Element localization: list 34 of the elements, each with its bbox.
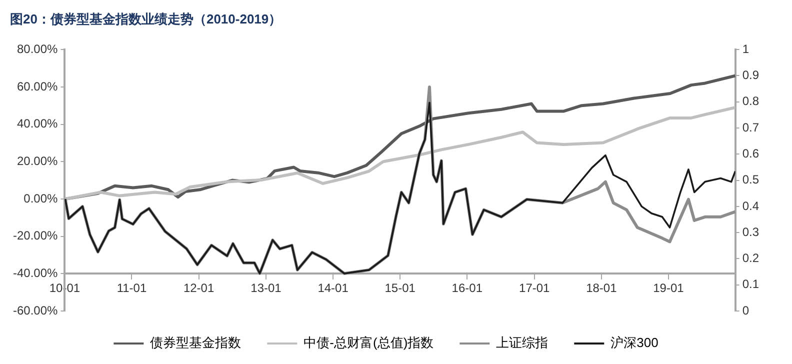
y2-tick-label: 0.8 (742, 94, 760, 108)
y2-tick-label: 0.3 (742, 224, 760, 239)
x-tick-label: 19-01 (653, 281, 684, 296)
legend-label: 上证综指 (496, 335, 548, 350)
y2-tick-label: 1 (742, 42, 750, 56)
y-tick-label: -40.00% (12, 266, 58, 280)
y2-tick-label: 0.1 (742, 277, 760, 292)
y-tick-label: 0.00% (24, 191, 58, 206)
y2-tick-label: 0.9 (742, 68, 760, 82)
y-tick-label: 80.00% (16, 42, 58, 56)
x-tick-label: 18-01 (586, 281, 618, 296)
x-tick-label: 10-01 (49, 281, 80, 296)
y-tick-label: -20.00% (12, 228, 58, 243)
legend-label: 债券型基金指数 (150, 335, 242, 350)
x-tick-label: 13-01 (250, 281, 282, 296)
x-tick-label: 15-01 (384, 281, 416, 296)
y-tick-label: 60.00% (16, 79, 58, 94)
x-tick-label: 11-01 (116, 281, 147, 296)
x-tick-label: 16-01 (452, 281, 483, 296)
y-tick-label: 40.00% (16, 116, 58, 131)
y2-tick-label: 0.7 (742, 120, 760, 134)
y-tick-label: 20.00% (16, 154, 58, 168)
y2-tick-label: 0.2 (742, 251, 760, 266)
x-tick-label: 12-01 (183, 281, 214, 296)
y2-tick-label: 0.4 (742, 198, 760, 213)
legend-label: 中债-总财富(总值)指数 (304, 335, 434, 350)
y2-tick-label: 0 (742, 303, 750, 318)
chart-title: 图20：债券型基金指数业绩走势（2010-2019） (10, 11, 282, 26)
y2-tick-label: 0.6 (742, 146, 760, 160)
legend-label: 沪深300 (610, 335, 658, 350)
y-tick-label: -60.00% (12, 303, 58, 318)
x-tick-label: 14-01 (318, 281, 349, 296)
x-tick-label: 17-01 (519, 281, 550, 296)
y2-tick-label: 0.5 (742, 172, 760, 187)
